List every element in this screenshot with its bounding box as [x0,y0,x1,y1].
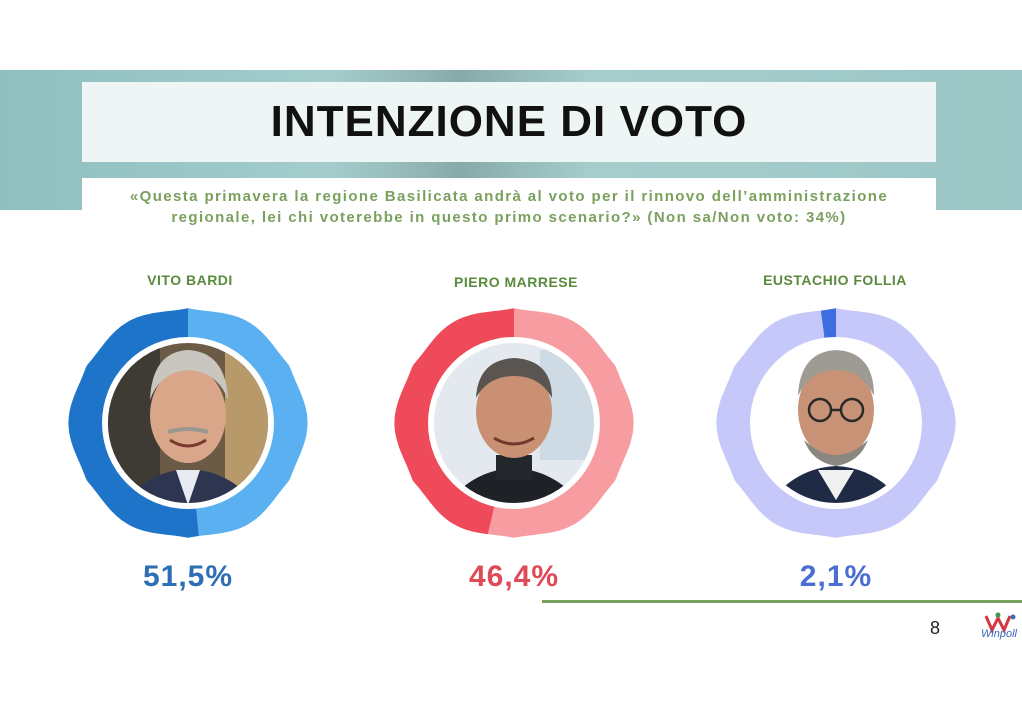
candidate-name-follia: EUSTACHIO FOLLIA [763,272,907,288]
logo-text: Winpoll [981,628,1017,640]
page-number: 8 [930,618,941,638]
question-line-1: «Questa primavera la regione Basilicata … [129,188,889,205]
question-line-2: regionale, lei chi voterebbe in questo p… [171,209,847,226]
footer-divider [542,600,1022,603]
value-label-marrese: 46,4% [468,560,560,593]
page-title: INTENZIONE DI VOTO [270,97,748,146]
ring-share-marrese [394,308,514,535]
candidate-name-marrese: PIERO MARRESE [454,274,578,290]
ring-share-bardi [68,308,199,538]
subtitle-box [82,178,936,234]
value-label-follia: 2,1% [799,560,873,593]
ring-remainder-bardi [188,308,308,536]
value-label-bardi: 51,5% [142,560,234,593]
title-box: INTENZIONE DI VOTO [82,82,936,162]
winpoll-logo [984,612,1016,634]
ring-remainder-marrese [487,308,634,538]
question-text: «Questa primavera la regione Basilicata … [82,186,936,228]
candidate-name-bardi: VITO BARDI [147,272,233,288]
